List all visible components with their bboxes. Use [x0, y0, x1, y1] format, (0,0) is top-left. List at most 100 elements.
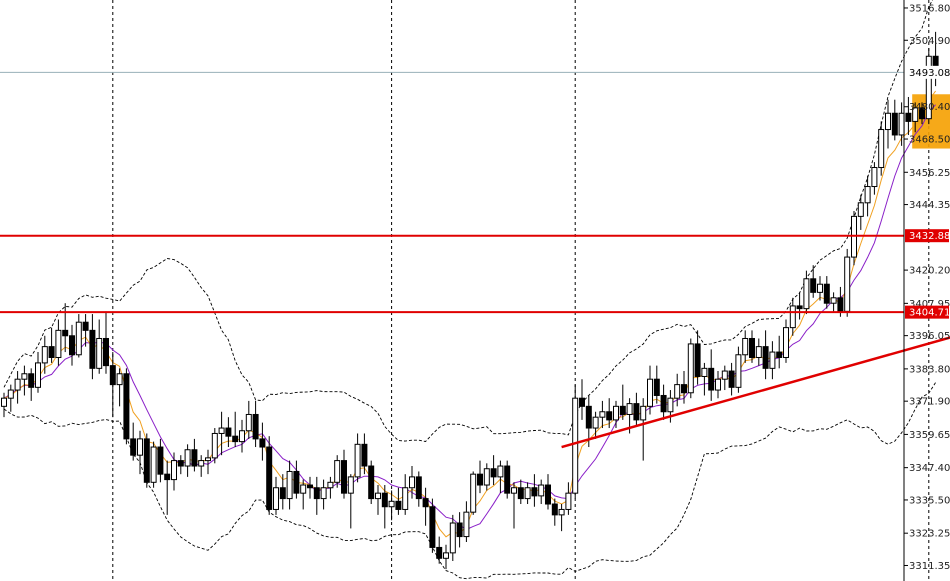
price-tick-label: 3347.40 [909, 463, 950, 474]
candle-body [735, 354, 742, 388]
candle-body [762, 346, 769, 369]
candle [1, 392, 7, 418]
candle [789, 297, 796, 336]
candle-body [626, 403, 633, 415]
candle [864, 175, 871, 217]
candle [517, 479, 524, 505]
candle-body [259, 438, 266, 448]
price-tick-label: 3468.50 [909, 135, 950, 146]
candle-body [89, 329, 96, 369]
candle [796, 292, 803, 320]
candle [41, 335, 48, 374]
candle [599, 400, 606, 429]
candle [436, 536, 443, 564]
candle-body [415, 476, 422, 500]
candle [674, 373, 681, 407]
candle [361, 433, 368, 475]
candle [653, 365, 660, 404]
candle-body [422, 498, 429, 508]
level-price-tag-background [905, 229, 949, 243]
price-tick-label: 3323.25 [909, 529, 950, 540]
candle [613, 400, 619, 429]
candle-body [912, 107, 919, 122]
candle-body [429, 506, 436, 548]
candle-body [252, 413, 259, 440]
candle-body [585, 405, 592, 429]
trendline[interactable] [561, 326, 950, 449]
candle-body [823, 283, 830, 304]
candle-body [681, 384, 687, 394]
candle-body [211, 432, 218, 459]
candle [69, 324, 75, 366]
candle [286, 460, 293, 510]
candle-body [565, 492, 572, 510]
candle-body [694, 343, 701, 377]
candle-body [443, 552, 449, 559]
candle [307, 476, 313, 499]
candle [912, 102, 919, 133]
candle-body [878, 129, 885, 169]
candle [803, 270, 810, 315]
candle-body [266, 446, 273, 510]
candle-body [742, 337, 749, 356]
candle [395, 487, 402, 515]
level-price-tag-label: 3432.88 [909, 231, 950, 242]
candle [871, 162, 878, 195]
candle-body [715, 378, 721, 391]
candle [919, 102, 925, 125]
candle-body [701, 367, 708, 377]
candle [545, 474, 551, 510]
price-tick-label: 3383.80 [909, 364, 950, 375]
level-price-tag-background [905, 305, 949, 319]
candle [273, 476, 279, 515]
candle [681, 371, 687, 404]
trendline-layer [561, 326, 950, 449]
candle [524, 482, 531, 505]
candle [857, 194, 864, 230]
candle-body [851, 215, 857, 258]
candle-body [871, 167, 878, 188]
candle [368, 460, 375, 505]
candle [619, 384, 626, 420]
price-tick-label: 3407.95 [909, 299, 950, 310]
candle-body [245, 413, 252, 432]
candle [334, 455, 341, 488]
candle [55, 319, 62, 366]
candle [259, 422, 266, 461]
candle [443, 544, 449, 570]
candle-body [817, 283, 823, 293]
candle-body [776, 351, 783, 358]
price-tick-label: 3359.65 [909, 430, 950, 441]
candle [504, 460, 511, 499]
candle-body [613, 405, 619, 421]
candle-body [789, 305, 796, 329]
candle-body [538, 484, 545, 497]
candle [103, 311, 109, 374]
price-tags: 3493.08 3432.88 3404.71 [905, 65, 950, 319]
candle-body [307, 484, 313, 489]
candle [130, 422, 137, 461]
candle-body [830, 297, 837, 304]
candle-body [14, 378, 21, 391]
candle [191, 438, 198, 472]
candle-body [55, 329, 62, 358]
candle [728, 362, 735, 396]
candle-body [48, 346, 55, 358]
candle-body [130, 438, 137, 456]
candle-body [545, 484, 551, 505]
candle-body [456, 522, 463, 538]
candle [891, 99, 898, 141]
candle-body [687, 343, 694, 394]
candle-body [75, 321, 82, 356]
candle [531, 474, 538, 507]
candle-body [449, 522, 456, 554]
candle [783, 319, 789, 363]
candle [82, 314, 89, 347]
candle-body [864, 186, 871, 204]
candle-body [347, 476, 354, 494]
candle [198, 455, 205, 477]
candle [211, 428, 218, 464]
candle [409, 466, 415, 499]
candle-body [477, 473, 483, 486]
candle-body [572, 397, 579, 494]
